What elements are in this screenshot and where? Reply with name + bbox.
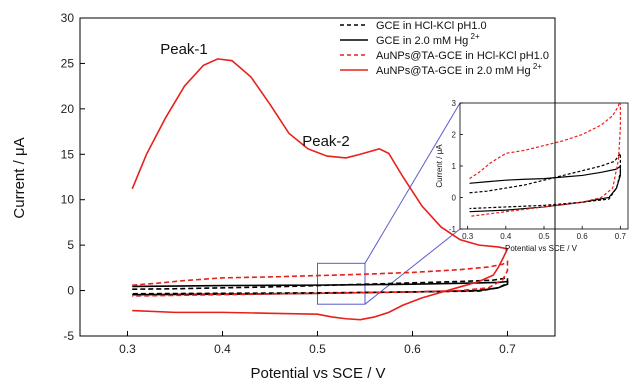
x-tick-label: 0.3 xyxy=(119,342,136,356)
x-tick-label: 0.5 xyxy=(309,342,326,356)
zoom-connector-top xyxy=(364,102,461,264)
main-y-ticks: -5 0 5 10 15 20 25 30 xyxy=(61,11,85,343)
y-tick-label: 20 xyxy=(61,102,75,116)
main-series-group xyxy=(131,58,509,321)
inset-x-tick-label: 0.6 xyxy=(577,232,589,241)
y-tick-label: 5 xyxy=(67,238,74,252)
legend-label-1: GCE in HCl-KCl pH1.0 xyxy=(376,20,487,32)
y-tick-label: -5 xyxy=(63,329,74,343)
y-tick-label: 30 xyxy=(61,11,75,25)
inset-y-tick-label: 2 xyxy=(452,131,457,140)
inset-series-line-3 xyxy=(469,103,621,217)
y-tick-label: 25 xyxy=(61,56,75,70)
inset-series-group xyxy=(469,103,621,217)
series-line-4 xyxy=(131,58,509,321)
inset-y-tick-label: 1 xyxy=(452,162,457,171)
x-tick-label: 0.6 xyxy=(404,342,421,356)
inset-y-tick-label: -1 xyxy=(449,225,457,234)
inset-y-tick-label: 3 xyxy=(452,99,457,108)
y-axis-title: Current / μA xyxy=(11,137,28,218)
x-tick-label: 0.4 xyxy=(214,342,231,356)
legend-label-2: GCE in 2.0 mM Hg 2+ xyxy=(376,32,480,47)
peak-2-annotation: Peak-2 xyxy=(302,133,350,150)
inset-y-ticks: -1 0 1 2 3 xyxy=(449,99,463,234)
main-x-ticks: 0.3 0.4 0.5 0.6 0.7 xyxy=(119,331,516,356)
series-line-3 xyxy=(132,260,509,297)
inset-x-tick-label: 0.5 xyxy=(538,232,550,241)
y-tick-label: 15 xyxy=(61,147,75,161)
y-tick-label: 10 xyxy=(61,193,75,207)
legend-label-3: AuNPs@TA-GCE in HCl-KCl pH1.0 xyxy=(376,50,549,62)
inset-x-tick-label: 0.3 xyxy=(462,232,474,241)
inset-x-ticks: 0.3 0.4 0.5 0.6 0.7 xyxy=(462,226,626,241)
x-axis-title: Potential vs SCE / V xyxy=(250,365,385,382)
inset-x-tick-label: 0.4 xyxy=(500,232,512,241)
inset-y-axis-title: Current / μA xyxy=(435,144,444,188)
legend-label-4: AuNPs@TA-GCE in 2.0 mM Hg 2+ xyxy=(376,62,542,77)
x-tick-label: 0.7 xyxy=(499,342,516,356)
inset-y-tick-label: 0 xyxy=(452,194,457,203)
y-tick-label: 0 xyxy=(67,284,74,298)
inset-x-axis-title: Potential vs SCE / V xyxy=(505,244,578,253)
inset-x-tick-label: 0.7 xyxy=(615,232,627,241)
peak-1-annotation: Peak-1 xyxy=(160,41,208,58)
